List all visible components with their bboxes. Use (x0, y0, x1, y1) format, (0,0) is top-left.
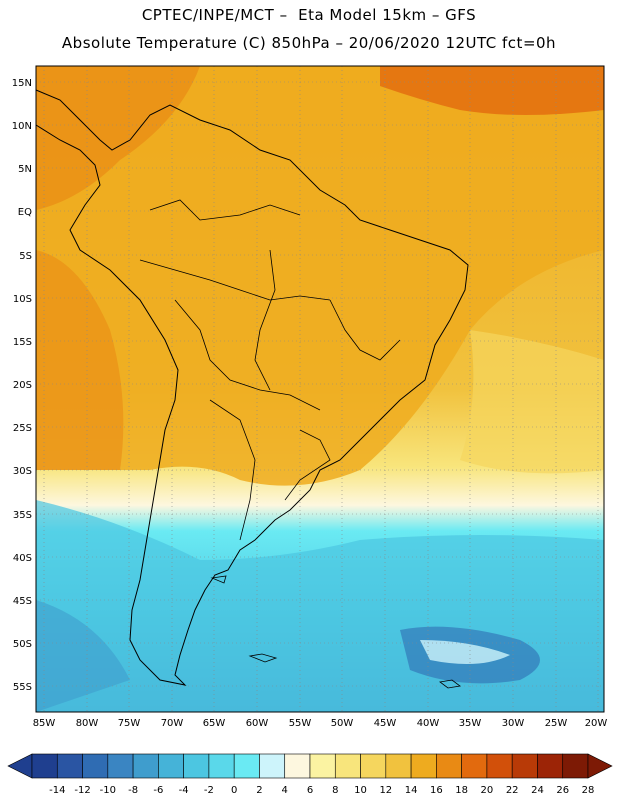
colorbar-label: -4 (179, 785, 189, 796)
lon-label: 70W (161, 718, 184, 729)
colorbar-label: 16 (430, 785, 443, 796)
lon-label: 40W (417, 718, 440, 729)
lon-label: 75W (118, 718, 141, 729)
colorbar-label: 26 (556, 785, 569, 796)
colorbar-swatch (31, 753, 58, 779)
colorbar: -14 -12 -10 -8 -6 -4 -2 0 2 4 6 8 10 12 14 16 18 20 22 24 26… (7, 753, 613, 796)
temperature-map: 15N 10N 5N EQ 5S 10S 15S 20S 25S 30S 35S… (12, 65, 608, 729)
map-title: CPTEC/INPE/MCT – Eta Model 15km – GFS (141, 6, 477, 24)
colorbar-swatch (562, 753, 589, 779)
lat-label: 5S (19, 251, 32, 262)
lat-label: 25S (13, 423, 32, 434)
colorbar-boxes (7, 753, 613, 779)
colorbar-swatch (410, 753, 437, 779)
colorbar-label: 14 (405, 785, 418, 796)
colorbar-label: 28 (582, 785, 595, 796)
colorbar-swatch (233, 753, 260, 779)
colorbar-arrow-right (587, 753, 613, 779)
colorbar-swatch (436, 753, 462, 779)
colorbar-label: 6 (307, 785, 313, 796)
colorbar-swatch (158, 753, 184, 779)
colorbar-swatch (132, 753, 159, 779)
lat-label: 50S (13, 639, 32, 650)
lon-label: 25W (545, 718, 568, 729)
colorbar-label: 24 (531, 785, 544, 796)
lon-label: 35W (459, 718, 482, 729)
map-subtitle: Absolute Temperature (C) 850hPa – 20/06/… (61, 34, 557, 52)
lon-label: 30W (502, 718, 525, 729)
lon-label: 45W (374, 718, 397, 729)
colorbar-labels: -14 -12 -10 -8 -6 -4 -2 0 2 4 6 8 10 12 14 16 18 20 22 24 26… (49, 785, 594, 796)
longitude-labels: 85W 80W 75W 70W 65W 60W 55W 50W 45W 40W … (33, 718, 608, 729)
lat-label: 15N (12, 78, 32, 89)
colorbar-swatch (385, 753, 412, 779)
lon-label: 60W (246, 718, 269, 729)
lon-label: 85W (33, 718, 56, 729)
country-borders (139, 199, 401, 541)
colorbar-swatch (334, 753, 361, 779)
lat-label: 45S (13, 596, 32, 607)
colorbar-label: 4 (282, 785, 288, 796)
colorbar-label: 12 (379, 785, 392, 796)
south-america-outline (35, 89, 469, 686)
colorbar-label: 10 (354, 785, 367, 796)
colorbar-swatch (208, 753, 235, 779)
colorbar-label: -12 (74, 785, 90, 796)
lat-label: 35S (13, 510, 32, 521)
lon-label: 65W (203, 718, 226, 729)
lat-label: 5N (18, 164, 32, 175)
lon-label: 55W (289, 718, 312, 729)
lon-label: 80W (76, 718, 99, 729)
lat-label: 10S (13, 294, 32, 305)
colorbar-swatch (360, 753, 387, 779)
colorbar-swatch (284, 753, 311, 779)
colorbar-label: 8 (332, 785, 338, 796)
lat-label: 40S (13, 553, 32, 564)
lon-label: 50W (331, 718, 354, 729)
colorbar-swatch (486, 753, 513, 779)
colorbar-arrow-left (7, 753, 33, 779)
colorbar-label: 2 (256, 785, 262, 796)
colorbar-swatch (56, 753, 83, 779)
colorbar-swatch (82, 753, 109, 779)
colorbar-swatch (309, 753, 336, 779)
lat-label: 20S (13, 380, 32, 391)
lat-label: 30S (13, 466, 32, 477)
lat-label: EQ (18, 207, 32, 218)
colorbar-label: -8 (128, 785, 138, 796)
colorbar-swatch (107, 753, 134, 779)
map-frame (35, 65, 605, 713)
lat-label: 55S (13, 682, 32, 693)
colorbar-label: -2 (204, 785, 214, 796)
colorbar-label: 22 (506, 785, 519, 796)
latitude-labels: 15N 10N 5N EQ 5S 10S 15S 20S 25S 30S 35S… (12, 78, 32, 693)
colorbar-swatch (183, 753, 210, 779)
lon-label: 20W (585, 718, 608, 729)
lat-label: 15S (13, 337, 32, 348)
colorbar-swatch (537, 753, 564, 779)
colorbar-label: -14 (49, 785, 65, 796)
colorbar-label: 18 (455, 785, 468, 796)
colorbar-swatch (461, 753, 488, 779)
colorbar-label: 20 (481, 785, 494, 796)
colorbar-label: 0 (231, 785, 237, 796)
colorbar-swatch (511, 753, 538, 779)
lat-label: 10N (12, 121, 32, 132)
colorbar-label: -6 (153, 785, 163, 796)
colorbar-swatch (259, 753, 286, 779)
colorbar-label: -10 (100, 785, 116, 796)
